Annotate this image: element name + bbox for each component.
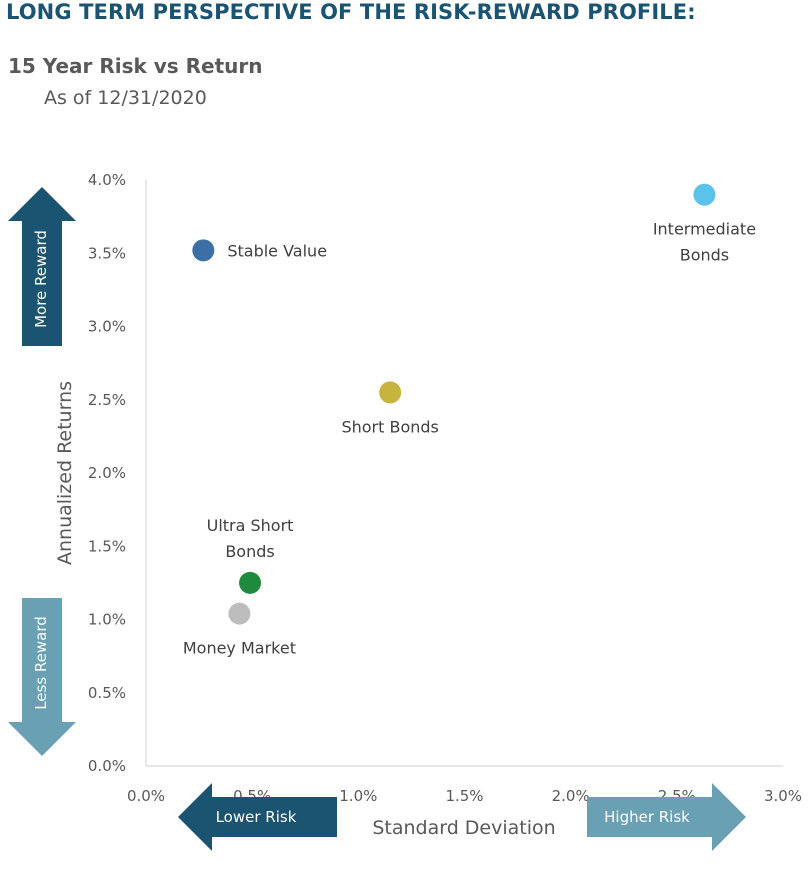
data-point-label: Bonds: [680, 246, 729, 265]
x-tick-label: 3.0%: [764, 787, 802, 805]
x-axis-title: Standard Deviation: [372, 817, 555, 839]
data-point: [693, 183, 716, 206]
header-title: LONG TERM PERSPECTIVE OF THE RISK-REWARD…: [6, 0, 696, 24]
x-tick-label: 2.0%: [552, 787, 590, 805]
higher-risk-label: Higher Risk: [604, 808, 690, 826]
less-reward-arrow-shape: [8, 598, 76, 756]
y-tick-label: 4.0%: [88, 171, 126, 189]
y-tick-label: 3.0%: [88, 318, 126, 336]
lower-risk-arrow: Lower Risk: [178, 783, 337, 851]
y-tick-label: 3.5%: [88, 244, 126, 262]
data-points: Stable Value Intermediate Bonds Short Bonds…: [183, 183, 756, 658]
more-reward-arrow-shape: [8, 187, 76, 346]
data-point-label: Stable Value: [227, 241, 327, 260]
higher-risk-arrow-shape: [587, 783, 746, 851]
data-point: [379, 381, 402, 404]
data-point-label: Ultra Short: [207, 516, 294, 535]
data-point-label: Short Bonds: [341, 417, 438, 436]
y-tick-label: 2.5%: [88, 391, 126, 409]
more-reward-arrow: More Reward: [8, 187, 76, 346]
lower-risk-label: Lower Risk: [216, 808, 297, 826]
y-tick-label: 1.0%: [88, 611, 126, 629]
higher-risk-arrow: Higher Risk: [587, 783, 746, 851]
as-of-date: As of 12/31/2020: [44, 87, 207, 109]
more-reward-label: More Reward: [32, 230, 50, 328]
x-tick-label: 1.5%: [445, 787, 483, 805]
x-tick-label: 0.0%: [127, 787, 165, 805]
axes: [145, 180, 783, 767]
y-tick-label: 2.0%: [88, 464, 126, 482]
y-tick-label: 0.0%: [88, 757, 126, 775]
x-tick-label: 1.0%: [339, 787, 377, 805]
y-tick-labels: 0.0% 0.5% 1.0% 1.5% 2.0% 2.5% 3.0% 3.5% 4.0%: [88, 171, 126, 775]
less-reward-label: Less Reward: [32, 616, 50, 710]
y-tick-label: 0.5%: [88, 684, 126, 702]
y-tick-label: 1.5%: [88, 537, 126, 555]
less-reward-arrow: Less Reward: [8, 598, 76, 756]
data-point-label: Bonds: [225, 542, 274, 561]
y-axis-title: Annualized Returns: [54, 381, 76, 565]
lower-risk-arrow-shape: [178, 783, 337, 851]
data-point: [192, 239, 215, 262]
chart-subtitle: 15 Year Risk vs Return: [8, 54, 263, 78]
data-point: [228, 602, 251, 625]
data-point-label: Intermediate: [653, 220, 756, 239]
data-point: [239, 571, 262, 594]
data-point-label: Money Market: [183, 639, 296, 658]
